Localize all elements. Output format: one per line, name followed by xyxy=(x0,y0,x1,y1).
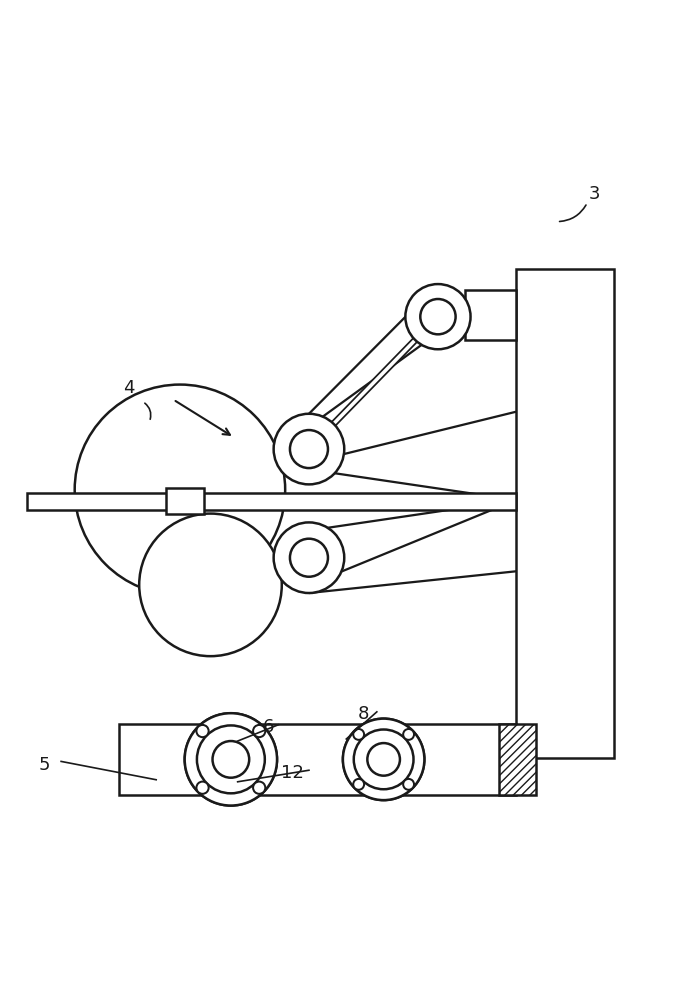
Text: 3: 3 xyxy=(589,185,600,203)
Text: 5: 5 xyxy=(39,756,50,774)
Circle shape xyxy=(75,385,285,595)
Circle shape xyxy=(353,729,364,740)
Circle shape xyxy=(367,743,400,776)
Bar xyxy=(465,290,516,340)
Circle shape xyxy=(353,779,364,790)
Bar xyxy=(499,724,536,795)
Circle shape xyxy=(403,779,414,790)
Circle shape xyxy=(290,430,328,468)
Circle shape xyxy=(354,730,414,789)
Circle shape xyxy=(420,299,456,334)
Circle shape xyxy=(253,782,265,794)
Circle shape xyxy=(274,522,344,593)
Circle shape xyxy=(196,725,208,737)
Circle shape xyxy=(139,514,282,656)
Circle shape xyxy=(185,713,277,806)
Circle shape xyxy=(253,725,265,737)
Bar xyxy=(27,493,516,510)
Bar xyxy=(166,488,204,514)
Wedge shape xyxy=(343,719,424,800)
Text: 6: 6 xyxy=(263,718,274,736)
Bar xyxy=(119,724,516,795)
Text: 12: 12 xyxy=(280,764,304,782)
Circle shape xyxy=(196,782,208,794)
Circle shape xyxy=(197,725,265,793)
Text: 4: 4 xyxy=(124,379,134,397)
Circle shape xyxy=(213,741,249,778)
Circle shape xyxy=(274,414,344,484)
Circle shape xyxy=(290,539,328,577)
Circle shape xyxy=(403,729,414,740)
Circle shape xyxy=(405,284,471,349)
Circle shape xyxy=(343,719,424,800)
Wedge shape xyxy=(185,713,277,806)
Text: 8: 8 xyxy=(358,705,369,723)
Bar xyxy=(516,269,614,758)
